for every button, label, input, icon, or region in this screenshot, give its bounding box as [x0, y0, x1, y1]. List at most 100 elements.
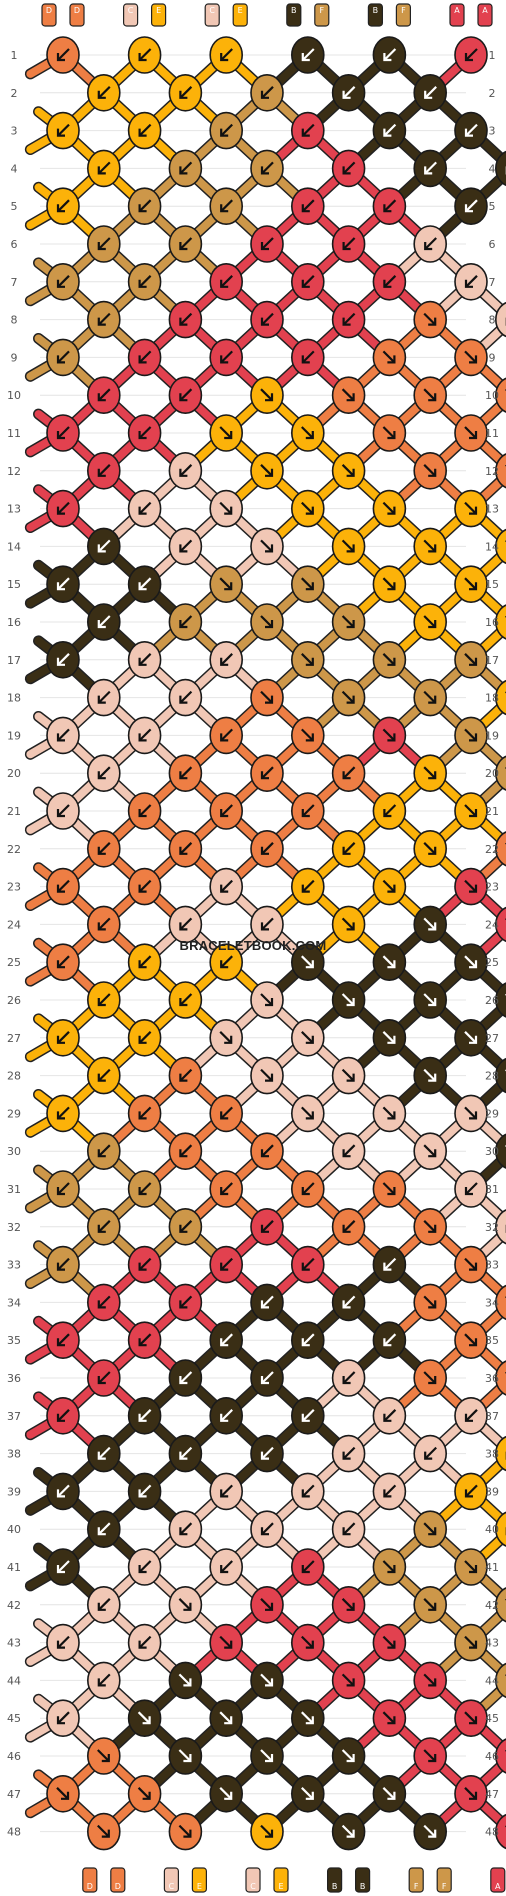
knot	[168, 905, 203, 944]
knot	[250, 1283, 284, 1322]
knot	[250, 74, 284, 112]
arrow-head-icon	[464, 1413, 473, 1422]
row-number-left: 30	[7, 1145, 21, 1158]
arrow-head-icon	[220, 355, 229, 364]
arrow-icon	[383, 199, 397, 212]
knot	[495, 1057, 506, 1094]
knot-shape	[495, 453, 506, 489]
arrow-icon	[98, 766, 111, 779]
knot	[209, 36, 243, 74]
arrow-icon	[424, 161, 437, 175]
arrow-icon	[57, 199, 70, 212]
arrow-icon	[179, 917, 193, 931]
knot	[46, 111, 80, 150]
string-top	[232, 3, 248, 27]
arrow-head-icon	[260, 1149, 269, 1158]
knot	[495, 604, 506, 640]
arrow-head-icon	[428, 1527, 437, 1536]
string-top-label: E	[156, 6, 161, 15]
knot	[372, 187, 407, 225]
knot	[413, 1208, 448, 1246]
arrow-icon	[219, 1635, 232, 1649]
row-number-left: 18	[7, 692, 21, 705]
knot	[454, 414, 488, 452]
arrow-icon	[260, 690, 273, 704]
knot	[454, 1623, 488, 1662]
knot	[209, 716, 243, 755]
knot	[127, 1397, 162, 1435]
arrow-head-icon	[387, 1035, 396, 1044]
arrow-head-icon	[138, 128, 147, 137]
arrow-head-icon	[179, 998, 188, 1007]
row-number-right: 9	[489, 351, 496, 364]
arrow-icon	[138, 577, 152, 590]
arrow-icon	[342, 1371, 356, 1384]
arrow-icon	[220, 1182, 233, 1195]
arrow-head-icon	[220, 1111, 229, 1120]
knot	[495, 755, 506, 791]
row-number-left: 20	[7, 767, 21, 780]
knot	[290, 111, 325, 150]
arrow-head-icon	[56, 809, 65, 818]
arrow-icon	[261, 917, 274, 931]
arrow-head-icon	[179, 1300, 188, 1309]
arrow-icon	[302, 123, 315, 137]
arrow-head-icon	[428, 695, 437, 704]
arrow-head-icon	[56, 1338, 65, 1347]
arrow-head-icon	[428, 620, 437, 629]
string-top-label: A	[482, 6, 488, 15]
arrow-head-icon	[97, 998, 106, 1007]
knot	[290, 1699, 325, 1737]
arrow-head-icon	[220, 960, 229, 969]
knot	[454, 36, 488, 74]
arrow-head-icon	[301, 53, 310, 62]
arrow-icon	[138, 653, 152, 666]
knot	[250, 225, 284, 263]
arrow-icon	[301, 1635, 314, 1649]
arrow-icon	[301, 955, 314, 968]
knot	[372, 565, 407, 604]
knot	[331, 1812, 366, 1851]
arrow-head-icon	[464, 1489, 473, 1498]
arrow-head-icon	[346, 393, 355, 402]
string-bottom-label: C	[169, 1882, 175, 1891]
knot	[87, 451, 121, 490]
knot	[168, 829, 203, 868]
arrow-head-icon	[97, 1678, 106, 1687]
knot	[290, 262, 325, 301]
knot-shape	[495, 831, 506, 867]
arrow-icon	[424, 1446, 437, 1460]
knot	[168, 74, 203, 112]
string-bottom-label: F	[442, 1882, 447, 1891]
knot	[372, 1623, 407, 1662]
arrow-head-icon	[56, 1640, 65, 1649]
arrow-head-icon	[101, 1829, 110, 1838]
knot	[495, 528, 506, 565]
arrow-icon	[178, 1673, 192, 1687]
knot	[331, 1208, 366, 1246]
knot	[87, 1586, 121, 1624]
arrow-icon	[382, 1787, 396, 1800]
arrow-head-icon	[260, 242, 269, 251]
knot	[209, 640, 243, 679]
arrow-head-icon	[428, 1376, 437, 1385]
arrow-head-icon	[56, 1262, 65, 1271]
arrow-head-icon	[220, 1565, 229, 1574]
knot	[250, 1434, 284, 1473]
knot	[46, 338, 80, 377]
arrow-icon	[138, 501, 152, 515]
row-number-right: 29	[485, 1107, 499, 1120]
arrow-head-icon	[469, 1035, 478, 1044]
row-number-left: 22	[7, 843, 21, 856]
arrow-head-icon	[305, 960, 314, 969]
arrow-icon	[179, 1220, 193, 1233]
arrow-icon	[97, 1824, 110, 1838]
knot	[87, 149, 121, 188]
knot	[46, 1623, 80, 1662]
knot	[372, 1094, 407, 1133]
arrow-icon	[179, 1295, 193, 1309]
knot	[413, 149, 448, 188]
arrow-head-icon	[56, 1716, 65, 1725]
arrow-head-icon	[387, 884, 396, 893]
knot-shape	[495, 1587, 506, 1623]
